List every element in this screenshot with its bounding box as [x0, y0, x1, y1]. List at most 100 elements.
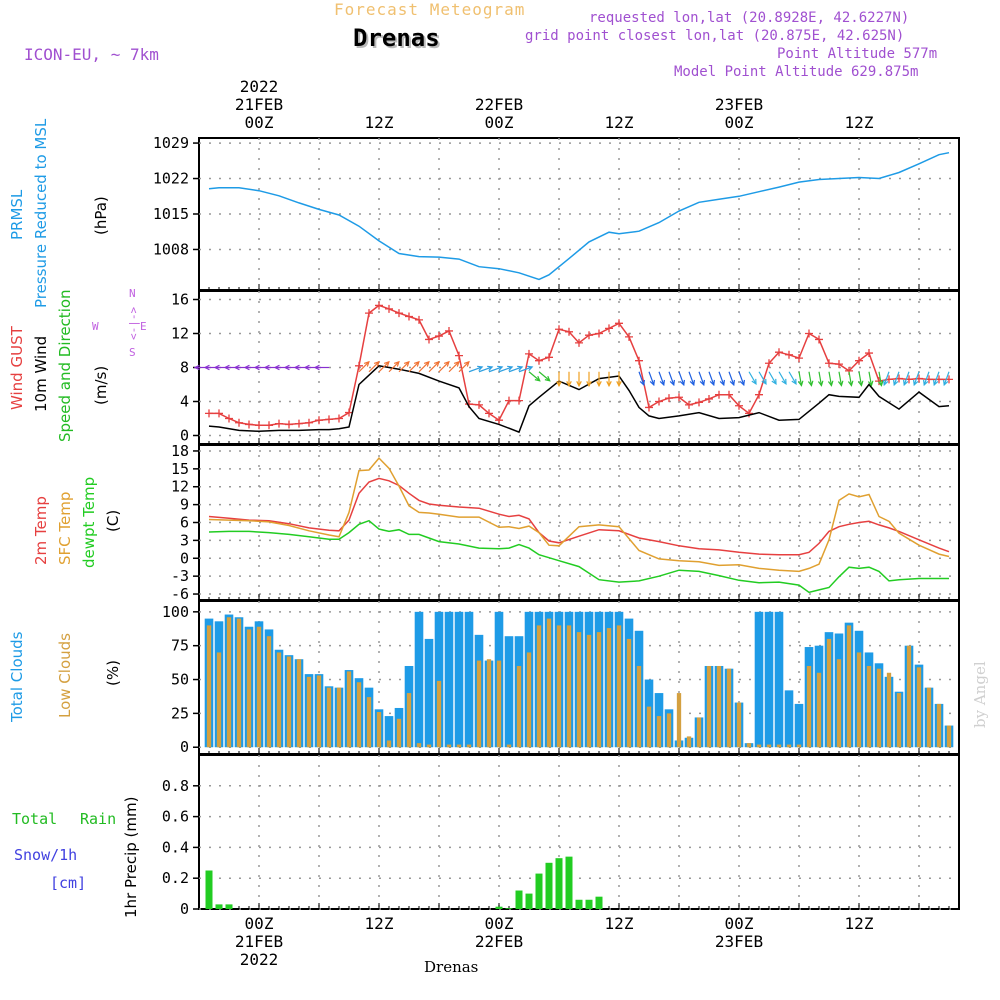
pressure-ytick-label: 1029 — [153, 134, 189, 152]
gust-marker — [825, 359, 833, 368]
low-clouds-bar — [656, 716, 662, 748]
wind-arrow-head — [729, 379, 735, 387]
wind-arrow — [883, 371, 890, 386]
wind-arrow-head — [393, 360, 400, 367]
gust-marker — [755, 390, 763, 399]
rain-bar — [495, 906, 503, 909]
gust-marker — [265, 421, 273, 430]
low-clouds-bar — [796, 744, 802, 748]
precip-unit-label: 1hr Precip (mm) — [122, 796, 140, 918]
bottom-axis-date: 22FEB — [475, 932, 523, 951]
wind-arrow — [838, 371, 843, 386]
clouds-ytick-label: 75 — [171, 637, 189, 655]
series-line — [208, 519, 949, 594]
low-clouds-bar — [386, 740, 392, 748]
precip-rain-label: Rain — [80, 810, 117, 828]
rain-bar — [525, 893, 533, 909]
wind-arrow-head — [433, 360, 440, 367]
wind-ytick-label: 16 — [171, 291, 189, 309]
gust-marker — [615, 319, 623, 328]
low-clouds-bar — [526, 652, 532, 748]
wind-arrow-head — [817, 380, 824, 387]
low-clouds-bar — [616, 625, 622, 748]
wind-arrow-head — [606, 381, 612, 388]
gust-marker — [585, 331, 593, 340]
low-clouds-bar — [546, 618, 552, 748]
total-clouds-bar — [434, 611, 444, 748]
wind-arrow-head — [443, 360, 450, 367]
total-clouds-bar — [784, 690, 794, 748]
gust-marker — [575, 338, 583, 347]
wind-arrow — [478, 366, 493, 373]
station-title: Drenas — [353, 24, 440, 52]
wind-arrow — [528, 371, 541, 382]
prmsl-label: PRMSL — [8, 189, 26, 240]
gust-marker — [775, 348, 783, 357]
low-clouds-bar — [946, 725, 952, 748]
series-line — [208, 364, 950, 434]
gust-marker — [855, 356, 863, 365]
low-clouds-bar — [496, 660, 502, 748]
wind-arrow — [848, 371, 853, 386]
footer-station: Drenas — [424, 958, 479, 976]
wind-ytick-label: 8 — [180, 359, 189, 377]
low-clouds-bar — [556, 625, 562, 748]
wind-arrow-head — [659, 379, 665, 387]
gust-marker — [555, 325, 563, 334]
gust-marker — [295, 419, 303, 428]
series-line — [208, 456, 950, 573]
temperature-ytick-label: -3 — [171, 567, 189, 585]
wind-arrow-head — [383, 360, 390, 367]
compass-n-icon: N — [129, 287, 136, 300]
gust-marker — [395, 309, 403, 318]
gust-marker — [325, 415, 333, 424]
series-line — [208, 151, 950, 281]
gust-marker — [675, 393, 683, 402]
precip-cm-label: [cm] — [50, 874, 87, 892]
gust-marker — [715, 390, 723, 399]
rain-bar — [595, 896, 603, 909]
rain-bar — [205, 870, 213, 909]
wind-gust-label: Wind GUST — [8, 326, 26, 410]
wind-arrow-head — [857, 380, 864, 387]
gust-marker — [625, 332, 633, 341]
wind-arrow — [828, 371, 833, 386]
low-clouds-label: Low Clouds — [56, 633, 74, 718]
rain-bar — [545, 862, 553, 909]
low-clouds-bar — [746, 743, 752, 748]
clouds-ytick-label: 100 — [162, 603, 189, 621]
wind-arrow-head — [689, 379, 695, 387]
top-axis-date: 22FEB — [475, 95, 523, 114]
low-clouds-bar — [936, 703, 942, 748]
gust-marker — [595, 329, 603, 338]
wind-ytick-label: 4 — [180, 393, 189, 411]
wind-arrow-head — [303, 364, 310, 371]
wind-arrow-head — [423, 360, 430, 367]
wind-unit-label: (m/s) — [92, 365, 110, 405]
low-clouds-bar — [906, 645, 912, 748]
compass-w-icon: W — [92, 320, 99, 333]
rain-bar — [565, 856, 573, 909]
low-clouds-bar — [666, 713, 672, 748]
gust-marker — [475, 400, 483, 409]
gust-marker — [385, 304, 393, 313]
bottom-axis-hour: 12Z — [365, 914, 394, 933]
low-clouds-bar — [776, 744, 782, 748]
wind-arrow — [398, 361, 410, 373]
top-axis-hour: 12Z — [845, 113, 874, 132]
wind-arrow-head — [453, 360, 460, 367]
low-clouds-bar — [436, 680, 442, 748]
bottom-axis-hour: 00Z — [245, 914, 274, 933]
pressure-ytick-label: 1022 — [153, 170, 189, 188]
wind-arrow-head — [233, 364, 240, 371]
low-clouds-bar — [326, 687, 332, 748]
wind-arrow-head — [293, 364, 300, 371]
wind-arrow — [418, 361, 430, 373]
wind-arrow — [748, 371, 757, 385]
gust-marker — [405, 312, 413, 321]
low-clouds-bar — [676, 693, 682, 748]
gust-marker — [695, 398, 703, 407]
low-clouds-bar — [506, 744, 512, 748]
wind-arrow-head — [867, 380, 874, 387]
